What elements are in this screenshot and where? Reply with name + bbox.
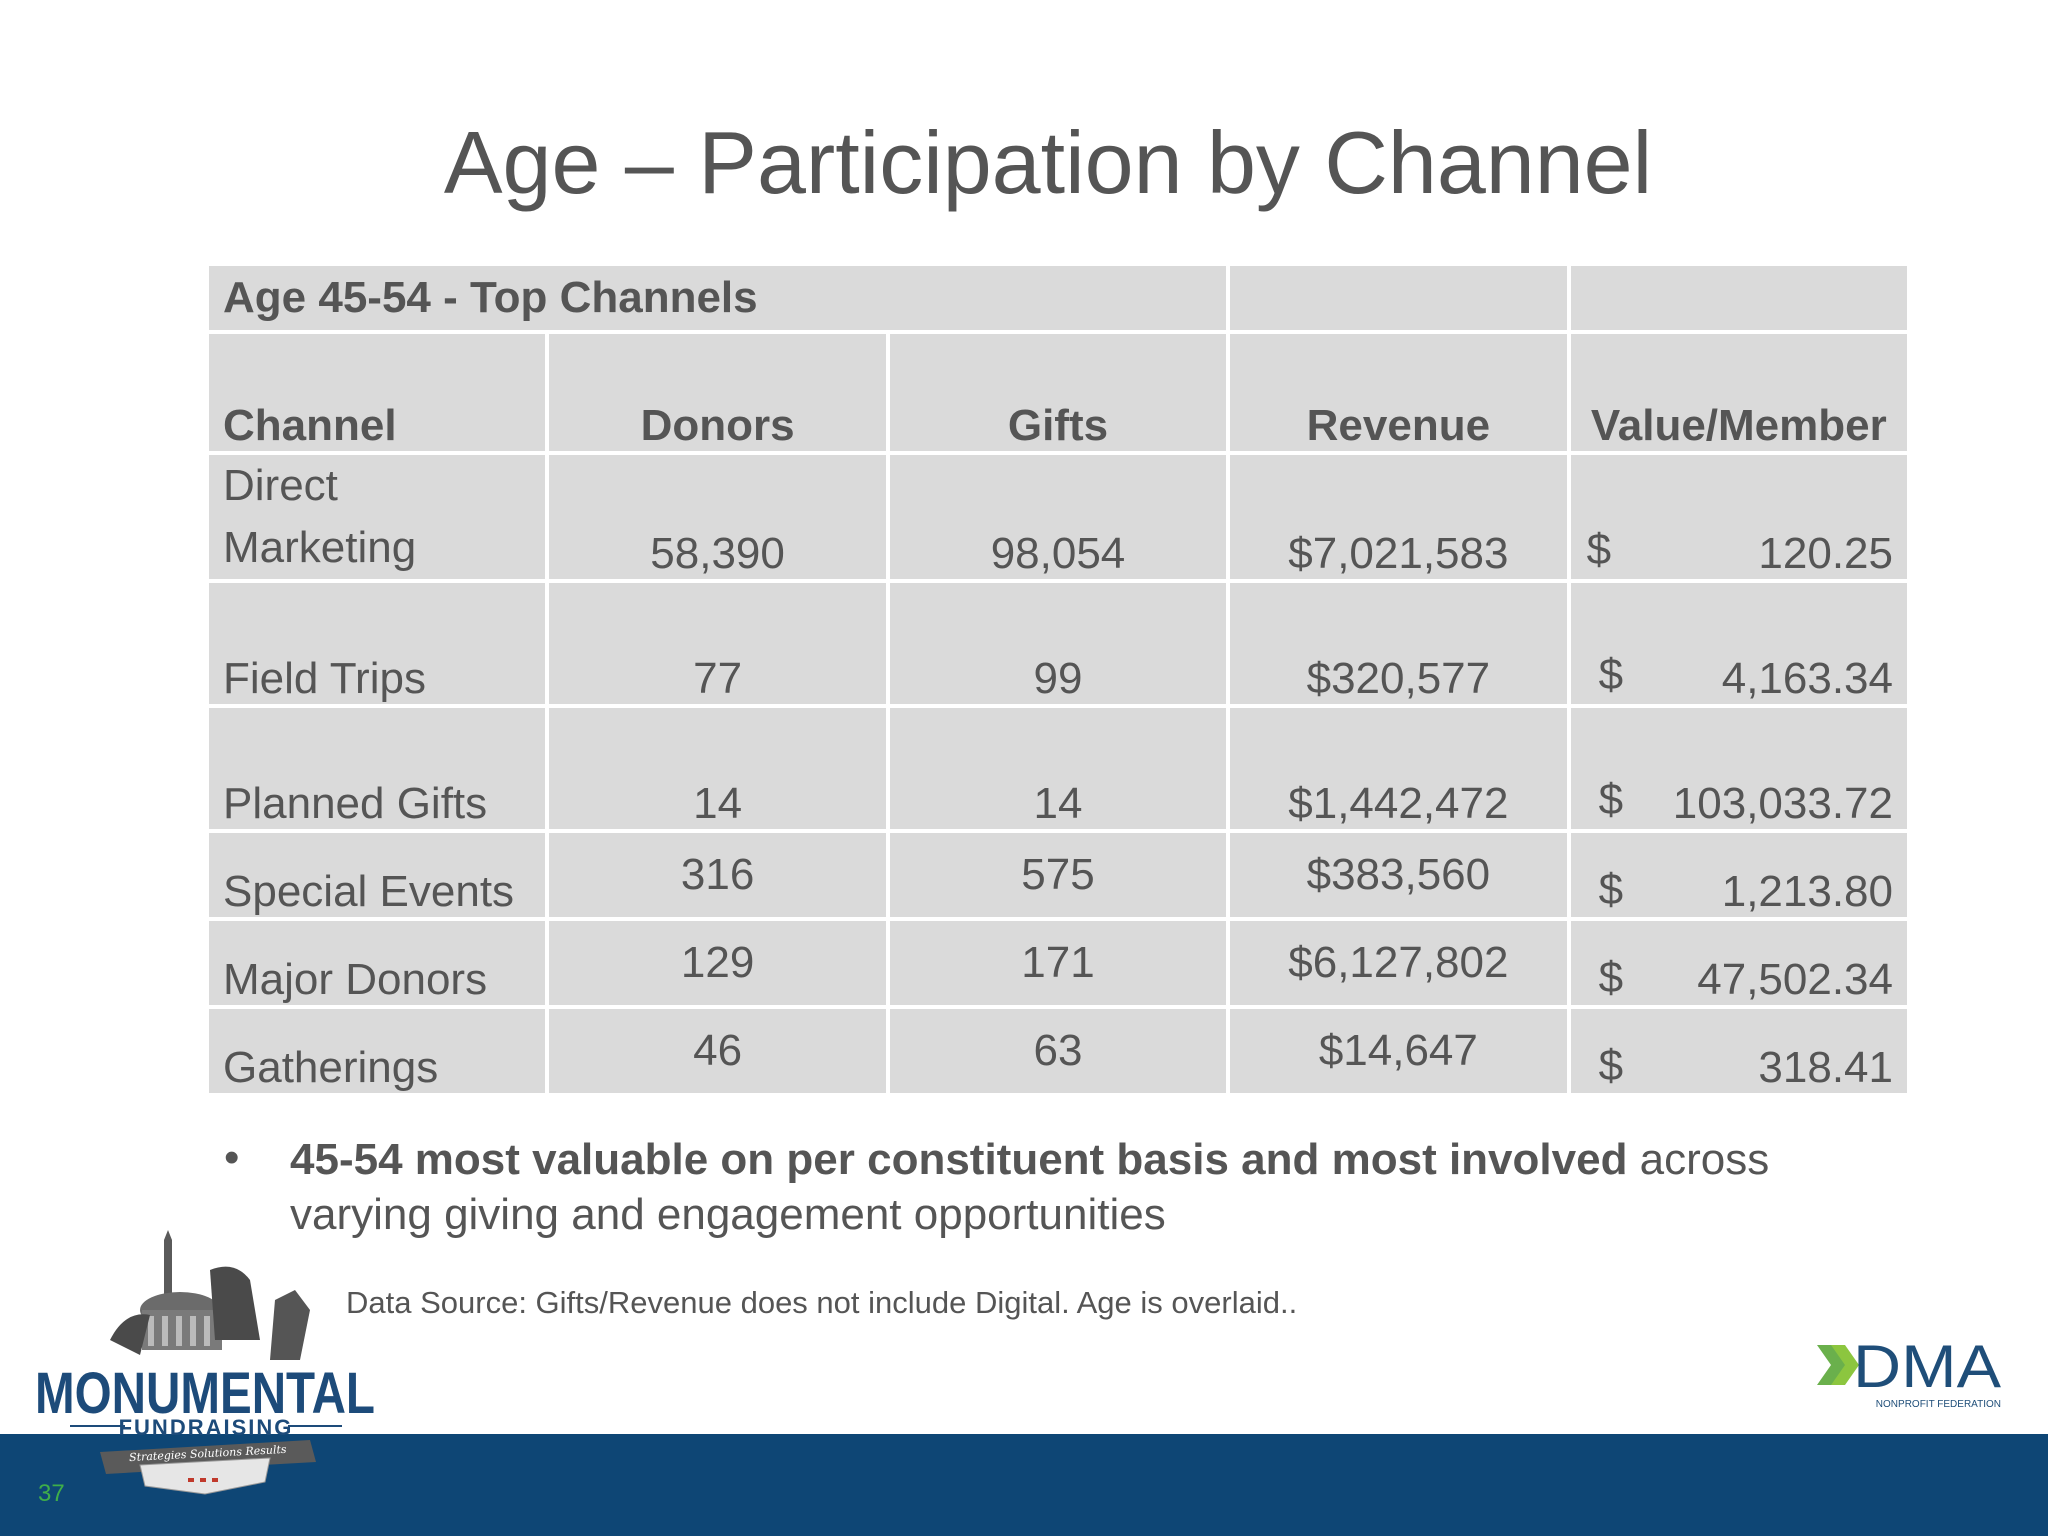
currency-symbol: $: [1598, 1041, 1624, 1090]
dma-wordmark: DMA: [1853, 1335, 2001, 1400]
gifts-cell: 575: [889, 833, 1227, 917]
slide-title: Age – Participation by Channel: [443, 113, 1653, 212]
value-member-cell: $120.25: [1570, 455, 1907, 579]
dma-subtitle: NONPROFIT FEDERATION: [1876, 1399, 2001, 1410]
gifts-cell: 98,054: [889, 455, 1227, 579]
currency-symbol: $: [1598, 650, 1624, 699]
value-amount: 4,163.34: [1721, 654, 1893, 703]
revenue-cell: $383,560: [1230, 833, 1567, 917]
section-title: Age 45-54 - Top Channels: [209, 266, 1227, 330]
revenue-cell: $14,647: [1230, 1009, 1567, 1093]
gifts-cell: 171: [889, 921, 1227, 1005]
empty-cell: [1570, 266, 1907, 330]
monument-illustration: [110, 1230, 310, 1360]
channel-cell: Field Trips: [209, 583, 546, 704]
channel-cell: Direct Marketing: [209, 455, 546, 579]
channel-cell: Major Donors: [209, 921, 546, 1005]
value-member-cell: $103,033.72: [1570, 708, 1907, 829]
value-member-cell: $47,502.34: [1570, 921, 1907, 1005]
table-row: Field Trips 77 99 $320,577 $4,163.34: [209, 583, 1907, 704]
donors-cell: 14: [549, 708, 886, 829]
gifts-cell: 14: [889, 708, 1227, 829]
revenue-cell: $320,577: [1230, 583, 1567, 704]
value-amount: 103,033.72: [1672, 779, 1893, 828]
column-header-donors: Donors: [549, 334, 886, 451]
table-section-header-row: Age 45-54 - Top Channels: [209, 266, 1907, 330]
data-source-note: Data Source: Gifts/Revenue does not incl…: [346, 1285, 1298, 1320]
currency-symbol: $: [1598, 775, 1624, 824]
gifts-cell: 99: [889, 583, 1227, 704]
table-row: Planned Gifts 14 14 $1,442,472 $103,033.…: [209, 708, 1907, 829]
donors-cell: 77: [549, 583, 886, 704]
channel-cell: Planned Gifts: [209, 708, 546, 829]
currency-symbol: $: [1598, 865, 1624, 914]
donors-cell: 129: [549, 921, 886, 1005]
bullet-rest-text: across varying giving and engagement opp…: [290, 1135, 1770, 1239]
revenue-cell: $6,127,802: [1230, 921, 1567, 1005]
page-number: 37: [38, 1480, 65, 1507]
donors-cell: 46: [549, 1009, 886, 1093]
value-amount: 120.25: [1758, 529, 1893, 578]
bullet-text: 45-54 most valuable on per constituent b…: [290, 1132, 1890, 1242]
bullet-bold-text: 45-54 most valuable on per constituent b…: [290, 1135, 1628, 1184]
footer-bar: [0, 1434, 2048, 1536]
column-header-revenue: Revenue: [1230, 334, 1567, 451]
channel-table: Age 45-54 - Top Channels Channel Donors …: [205, 262, 1911, 1097]
revenue-cell: $7,021,583: [1230, 455, 1567, 579]
table-row: Gatherings 46 63 $14,647 $318.41: [209, 1009, 1907, 1093]
table-row: Major Donors 129 171 $6,127,802 $47,502.…: [209, 921, 1907, 1005]
monumental-fundraising-logo: MONUMENTAL FUNDRAISING Strategies Soluti…: [35, 1230, 375, 1495]
value-amount: 318.41: [1758, 1043, 1893, 1092]
table-row: Direct Marketing 58,390 98,054 $7,021,583…: [209, 455, 1907, 579]
column-header-value-member: Value/Member: [1570, 334, 1907, 451]
gifts-cell: 63: [889, 1009, 1227, 1093]
bullet-marker: •: [224, 1133, 240, 1182]
column-header-row: Channel Donors Gifts Revenue Value/Membe…: [209, 334, 1907, 451]
column-header-gifts: Gifts: [889, 334, 1227, 451]
channel-cell: Gatherings: [209, 1009, 546, 1093]
logo-subword: FUNDRAISING: [119, 1415, 294, 1440]
column-header-channel: Channel: [209, 334, 546, 451]
channel-cell: Special Events: [209, 833, 546, 917]
dma-nonprofit-federation-logo: DMA NONPROFIT FEDERATION: [1817, 1335, 2001, 1410]
value-amount: 1,213.80: [1721, 867, 1893, 916]
donors-cell: 316: [549, 833, 886, 917]
table-row: Special Events 316 575 $383,560 $1,213.8…: [209, 833, 1907, 917]
value-amount: 47,502.34: [1697, 955, 1893, 1004]
value-member-cell: $318.41: [1570, 1009, 1907, 1093]
currency-symbol: $: [1598, 953, 1624, 1002]
logo-wordmark: MONUMENTAL: [35, 1361, 375, 1426]
empty-cell: [1230, 266, 1567, 330]
chevron-icon: [1817, 1345, 1859, 1385]
value-member-cell: $1,213.80: [1570, 833, 1907, 917]
donors-cell: 58,390: [549, 455, 886, 579]
value-member-cell: $4,163.34: [1570, 583, 1907, 704]
currency-symbol: $: [1586, 525, 1612, 574]
revenue-cell: $1,442,472: [1230, 708, 1567, 829]
